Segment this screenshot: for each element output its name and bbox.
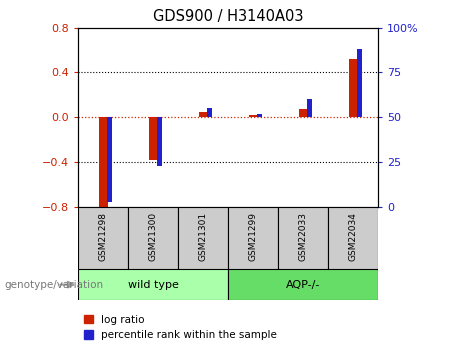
Bar xyxy=(207,108,212,117)
Bar xyxy=(78,207,128,269)
Text: GSM21300: GSM21300 xyxy=(149,212,158,262)
Bar xyxy=(307,99,312,117)
Bar xyxy=(178,207,228,269)
Text: GSM21301: GSM21301 xyxy=(199,212,208,262)
Bar xyxy=(328,207,378,269)
Bar xyxy=(278,207,328,269)
Bar xyxy=(128,207,178,269)
Text: GSM21299: GSM21299 xyxy=(248,212,258,261)
Bar xyxy=(107,117,112,201)
Bar xyxy=(199,112,208,117)
Bar xyxy=(299,109,307,117)
Text: AQP-/-: AQP-/- xyxy=(286,280,320,289)
Bar xyxy=(157,117,162,166)
Bar xyxy=(257,114,262,117)
Bar xyxy=(149,117,158,160)
Bar xyxy=(228,269,378,300)
Bar xyxy=(228,207,278,269)
Title: GDS900 / H3140A03: GDS900 / H3140A03 xyxy=(153,9,303,24)
Text: GSM22034: GSM22034 xyxy=(349,213,358,261)
Text: wild type: wild type xyxy=(128,280,179,289)
Text: genotype/variation: genotype/variation xyxy=(5,280,104,289)
Bar xyxy=(99,117,108,209)
Bar xyxy=(248,115,258,117)
Bar xyxy=(78,269,228,300)
Legend: log ratio, percentile rank within the sample: log ratio, percentile rank within the sa… xyxy=(83,315,277,340)
Bar xyxy=(349,59,358,117)
Text: GSM21298: GSM21298 xyxy=(99,212,108,261)
Text: GSM22033: GSM22033 xyxy=(299,212,307,261)
Bar xyxy=(356,49,361,117)
